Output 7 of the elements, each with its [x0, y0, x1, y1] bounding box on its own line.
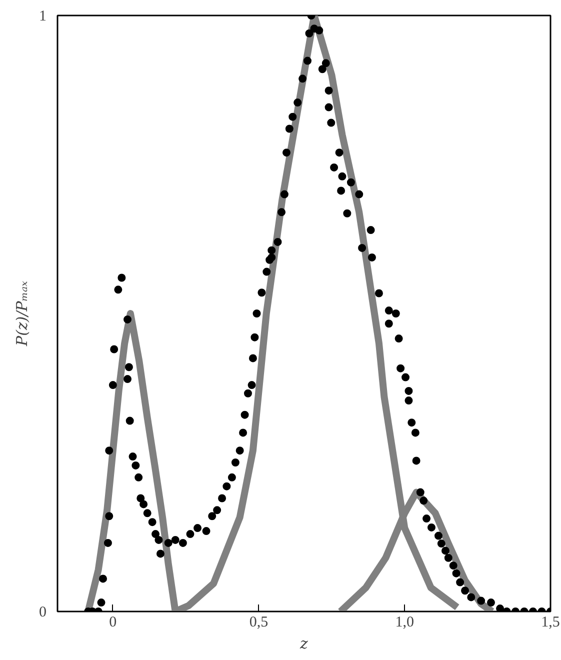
y-tick-label: 1 [39, 8, 46, 24]
y-axis-title: P(z)/Pₘₐₓ [13, 280, 31, 347]
x-tick-label: 1,5 [541, 614, 560, 630]
x-tick-label: 0 [109, 614, 117, 630]
x-tick-label: 0,5 [249, 614, 268, 630]
x-axis-title: z [299, 634, 308, 652]
x-tick-label: 1,0 [395, 614, 414, 630]
